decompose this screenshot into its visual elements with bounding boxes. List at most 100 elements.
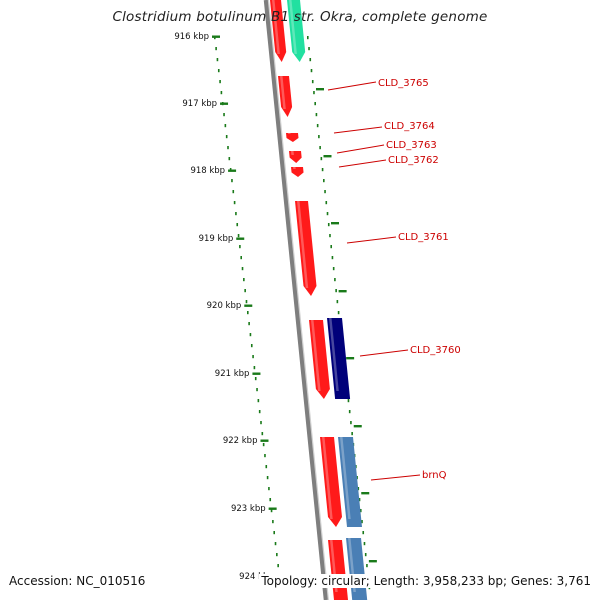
gene-arrow xyxy=(309,320,330,399)
gene-label: CLD_3765 xyxy=(378,78,429,89)
tick-dot xyxy=(241,267,244,271)
tick-mark xyxy=(212,35,220,38)
tick-dot xyxy=(326,212,329,216)
rna-gene-arrow xyxy=(287,0,306,62)
tick-dot xyxy=(260,421,262,425)
tick-dot xyxy=(236,223,239,227)
tick-mark xyxy=(361,492,370,495)
tick-dot xyxy=(329,234,331,238)
gene-highlight xyxy=(293,167,296,169)
gene-highlight xyxy=(340,437,351,519)
gene-label: CLD_3761 xyxy=(398,232,449,243)
tick-mark xyxy=(338,290,347,293)
tick-dot xyxy=(270,509,273,513)
tick-dot xyxy=(223,113,225,117)
tick-dot xyxy=(348,410,351,414)
tick-mark xyxy=(368,560,377,563)
gene-block xyxy=(338,437,362,527)
tick-dot xyxy=(239,245,241,249)
tick-dot xyxy=(321,168,324,172)
tick-mark xyxy=(236,237,245,240)
gene-highlight xyxy=(311,320,321,391)
tick-dot xyxy=(224,124,227,128)
page-title: Clostridium botulinum B1 str. Okra, comp… xyxy=(112,9,488,25)
tick-dot xyxy=(362,531,365,535)
tick-dot xyxy=(358,498,361,502)
tick-dot xyxy=(232,190,235,194)
genome-backbone xyxy=(263,0,329,600)
gene-arrow xyxy=(278,76,293,117)
tick-dot xyxy=(250,344,253,348)
gene-highlight xyxy=(329,318,339,391)
tick-dot xyxy=(327,223,330,227)
callout-line xyxy=(359,349,409,357)
tick-dot xyxy=(235,212,237,216)
tick-dot xyxy=(347,399,350,403)
tick-dot xyxy=(243,278,245,282)
tick-dot xyxy=(316,124,319,128)
tick-dot xyxy=(262,443,265,447)
gene-highlight xyxy=(272,0,280,54)
genome-summary-text: Topology: circular; Length: 3,958,233 bp… xyxy=(259,574,591,588)
tick-dot xyxy=(272,520,274,524)
tick-dot xyxy=(309,58,312,62)
gene-highlight xyxy=(322,437,333,519)
gene-callouts: CLD_3765 CLD_3764 CLD_3763 CLD_3762 CLD_3761… xyxy=(327,78,461,481)
tick-dot xyxy=(307,36,309,40)
tick-dot xyxy=(274,542,277,546)
tick-dot xyxy=(225,135,228,139)
tick-dot xyxy=(334,278,336,282)
gene-label: CLD_3760 xyxy=(410,345,461,356)
tick-mark xyxy=(228,169,237,172)
tick-dot xyxy=(266,476,269,480)
tick-dot xyxy=(308,47,310,51)
tick-dot xyxy=(265,465,268,469)
tick-dot xyxy=(356,476,358,480)
tick-dot xyxy=(219,80,221,84)
tick-mark xyxy=(260,439,269,442)
tick-label: 923 kbp xyxy=(231,504,266,514)
tick-dot xyxy=(335,289,337,293)
tick-dot xyxy=(363,542,366,546)
tick-dot xyxy=(233,201,236,205)
tick-dot xyxy=(216,58,219,62)
gene-highlight xyxy=(291,151,294,155)
gene-highlight xyxy=(297,201,309,288)
tick-dot xyxy=(269,498,272,502)
tick-dot xyxy=(240,256,242,260)
tick-dot xyxy=(277,564,279,568)
tick-mark xyxy=(316,88,324,91)
tick-mark xyxy=(244,304,253,307)
tick-dot xyxy=(249,333,252,337)
callout-line xyxy=(336,144,385,154)
tick-label: 919 kbp xyxy=(199,234,234,244)
tick-dot xyxy=(311,80,314,84)
tick-dot xyxy=(364,553,367,557)
tick-dot xyxy=(261,432,264,436)
tick-dot xyxy=(228,157,231,161)
gene-arrow xyxy=(289,151,302,163)
tick-mark xyxy=(353,425,362,428)
tick-dot xyxy=(366,564,368,568)
tick-label: 924 kbp xyxy=(239,572,274,582)
gene-label: CLD_3763 xyxy=(386,140,437,151)
tick-dot xyxy=(273,531,275,535)
gene-highlight xyxy=(289,0,297,54)
tick-dot xyxy=(220,91,223,95)
tick-dot xyxy=(336,300,339,304)
tick-dot xyxy=(330,245,333,249)
tick-dot xyxy=(361,520,363,524)
tick-dot xyxy=(257,399,260,403)
gene-arrow xyxy=(295,201,317,296)
gene-arrow xyxy=(291,167,304,177)
callout-line xyxy=(327,81,377,91)
tick-dot xyxy=(247,311,249,315)
tick-dot xyxy=(244,289,246,293)
tick-dot xyxy=(268,487,270,491)
tick-dot xyxy=(319,146,321,150)
tick-mark xyxy=(252,372,261,375)
tick-label: 921 kbp xyxy=(215,369,250,379)
tick-label: 916 kbp xyxy=(174,32,209,42)
tick-dot xyxy=(252,355,254,359)
